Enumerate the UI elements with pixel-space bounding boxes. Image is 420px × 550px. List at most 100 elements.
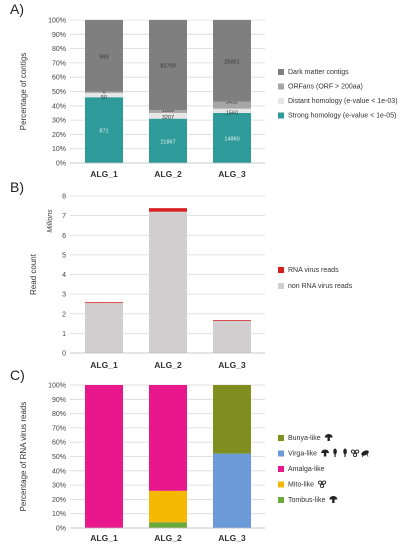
legend-swatch [278, 83, 284, 90]
bar-segment [149, 208, 187, 212]
mushroom-cap [321, 449, 330, 453]
alga-cell [322, 480, 327, 485]
bar-segment [213, 320, 251, 353]
legend-swatch [278, 481, 284, 488]
insect-body [361, 450, 369, 456]
panel-b: B) 0 1 2 3 4 5 6 7 8 Read count Millions ALG_1 ALG_2 A… [10, 179, 353, 370]
legend-swatch [278, 435, 284, 441]
panel-label: B) [10, 179, 24, 195]
plant-stem [334, 453, 336, 457]
mushroom-cap [324, 434, 333, 438]
y-tick-label: 20% [52, 132, 66, 139]
y-tick-label: 100% [48, 383, 66, 390]
bar-segment [85, 302, 123, 353]
alga-cell [351, 449, 356, 454]
x-tick-label: ALG_2 [154, 360, 182, 370]
x-tick-label: ALG_2 [154, 533, 182, 543]
legend-label: ORFans (ORF > 200aa) [288, 84, 363, 91]
y-tick-label: 1 [62, 331, 66, 338]
bar-segment [149, 522, 187, 528]
insect-leg [361, 454, 364, 458]
bar-segment [213, 453, 251, 528]
plant-icon [343, 448, 347, 457]
y-tick-label: 4 [62, 272, 66, 279]
bar-segment [213, 112, 251, 163]
bar-segment [85, 302, 123, 303]
legend-label: non RNA virus reads [288, 283, 353, 290]
data-label: 3207 [162, 115, 174, 121]
alga-icon [318, 480, 327, 489]
panel-label: C) [10, 367, 25, 383]
legend-label: Bunya-like [288, 435, 321, 442]
bar-segment [213, 108, 251, 113]
legend-swatch [278, 450, 284, 457]
bar-segment [213, 320, 251, 321]
y-tick-label: 70% [52, 425, 66, 432]
y-tick-label: 0 [62, 351, 66, 358]
data-label: 21867 [160, 139, 175, 145]
data-label: 1560 [226, 111, 238, 117]
y-tick-label: 100% [48, 18, 66, 25]
data-label: 1666 [162, 108, 174, 114]
panel-a: A) 0% 10% 20% 30% 40% 50% 60% 70% 80% 90% 100% Perce… [10, 1, 398, 179]
data-label: 6 [102, 90, 105, 96]
legend-label: Amalga-like [288, 466, 325, 473]
y-tick-label: 80% [52, 46, 66, 53]
legend-swatch [278, 112, 284, 119]
bar-segment [149, 118, 187, 163]
legend-swatch [278, 69, 284, 75]
alga-cell [320, 483, 325, 489]
bar-segment [213, 385, 251, 454]
bar-segment [85, 97, 123, 163]
legend-swatch [278, 497, 284, 503]
insect-leg [366, 453, 369, 457]
legend-label: Mito-like [288, 482, 314, 489]
plant-leaf [343, 448, 347, 455]
y-axis-title: Percentage of RNA virus reads [19, 402, 28, 512]
legend-label: Tombus-like [288, 497, 325, 504]
bar-segment [85, 20, 123, 92]
y-tick-label: 70% [52, 60, 66, 67]
y-tick-label: 40% [52, 468, 66, 475]
data-label: 14860 [224, 136, 239, 142]
x-tick-label: ALG_1 [90, 360, 118, 370]
plant-stem [344, 453, 346, 457]
mushroom-stem [327, 437, 330, 441]
bar-segment [213, 20, 251, 102]
y-tick-label: 60% [52, 440, 66, 447]
y-tick-label: 0% [56, 526, 66, 533]
legend-swatch [278, 466, 284, 472]
mushroom-icon [329, 496, 338, 503]
y-tick-label: 3 [62, 292, 66, 299]
data-label: 50 [101, 95, 107, 101]
mushroom-icon [321, 449, 330, 457]
mushroom-stem [323, 453, 327, 457]
bar-segment [85, 92, 123, 98]
legend-label: Virga-like [288, 451, 317, 458]
y-tick-label: 60% [52, 75, 66, 82]
alga-icon [351, 449, 360, 458]
bar-segment [85, 385, 123, 528]
y-tick-label: 7 [62, 213, 66, 220]
mushroom-icon [324, 434, 333, 441]
mushroom-stem [332, 499, 335, 503]
bar-segment [85, 91, 123, 93]
alga-cell [355, 449, 360, 454]
y-tick-label: 50% [52, 454, 66, 461]
y-tick-label: 10% [52, 146, 66, 153]
y-tick-label: 2 [62, 311, 66, 318]
x-tick-label: ALG_2 [154, 169, 182, 179]
y-tick-label: 5 [62, 252, 66, 259]
legend-label: Strong homology (e-value < 1e-05) [288, 113, 396, 120]
bar-segment [149, 211, 187, 353]
x-tick-label: ALG_1 [90, 533, 118, 543]
y-tick-label: 20% [52, 497, 66, 504]
panel-c: C) 0% 10% 20% 30% 40% 50% 60% 70% 80% 90% 100% Perce… [10, 367, 369, 543]
y-axis-title: Percentage of contigs [19, 53, 28, 130]
y-tick-label: 6 [62, 233, 66, 240]
mushroom-cap [329, 496, 338, 500]
plant-leaf [333, 448, 337, 455]
data-label: 871 [99, 129, 108, 135]
bar-segment [149, 112, 187, 119]
